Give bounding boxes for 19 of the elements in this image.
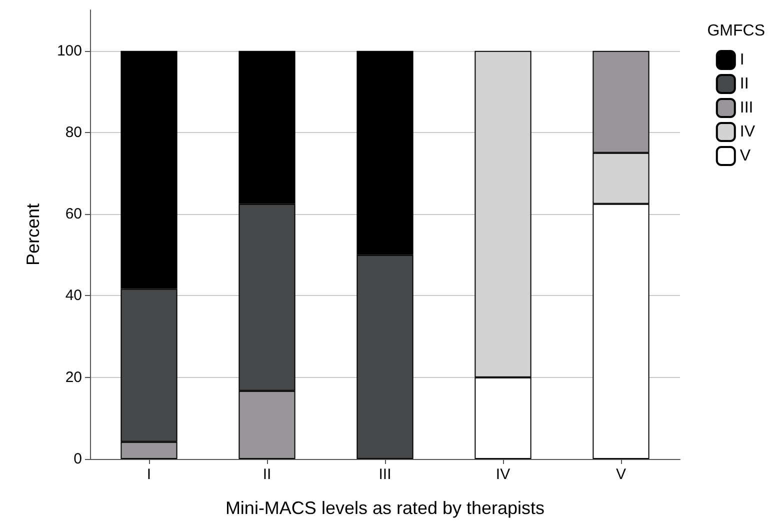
x-axis-title: Mini-MACS levels as rated by therapists — [225, 498, 545, 518]
x-tick-label: II — [262, 466, 272, 483]
y-tick-label: 100 — [56, 42, 82, 60]
legend-label: V — [740, 148, 751, 164]
legend-title: GMFCS — [707, 22, 766, 40]
x-tick-label: I — [146, 466, 152, 483]
x-tick-label: III — [378, 466, 392, 483]
legend-label: I — [740, 52, 744, 68]
y-tick-label: 80 — [65, 124, 82, 141]
y-tick-label: 20 — [65, 368, 82, 386]
y-axis-title: Percent — [23, 203, 43, 266]
y-tick-label: 0 — [74, 450, 82, 468]
legend-label: III — [740, 100, 754, 116]
y-tick-label: 40 — [65, 287, 82, 304]
x-tick-label: V — [616, 466, 626, 483]
legend-label: II — [740, 76, 749, 92]
x-tick-label: IV — [496, 466, 510, 483]
y-tick-label: 60 — [65, 206, 82, 223]
legend-label: IV — [740, 124, 756, 140]
